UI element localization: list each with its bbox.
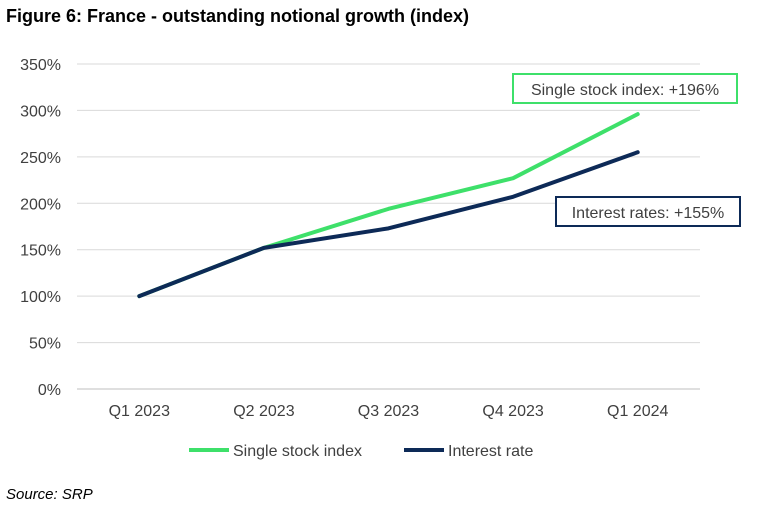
legend-label: Interest rate [448,443,533,460]
source-note: Source: SRP [6,486,93,503]
y-tick-label: 50% [29,336,61,353]
y-tick-label: 350% [20,57,61,74]
y-tick-label: 200% [20,196,61,213]
annotation-box [555,196,741,227]
y-tick-label: 100% [20,289,61,306]
y-axis-ticks: 0% 50% 100% 150% 200% 250% 300% 350% [20,57,61,399]
annotation-label: Single stock index: +196% [531,82,719,99]
legend-label: Single stock index [233,443,362,460]
x-tick-label: Q4 2023 [482,403,543,420]
x-tick-label: Q3 2023 [358,403,419,420]
y-tick-label: 300% [20,103,61,120]
annotations: Single stock index: +196% Interest rates:… [512,73,741,227]
y-tick-label: 150% [20,243,61,260]
figure-title: Figure 6: France - outstanding notional … [6,6,469,26]
y-tick-label: 250% [20,150,61,167]
legend: Single stock index Interest rate [189,443,533,460]
series-line-interest-rate [137,150,640,299]
x-tick-label: Q1 2023 [109,403,170,420]
x-tick-label: Q2 2023 [233,403,294,420]
series-lines [137,112,640,299]
gridlines [77,63,700,390]
annotation-box [512,73,738,104]
annotation-label: Interest rates: +155% [572,205,725,222]
x-tick-label: Q1 2024 [607,403,668,420]
x-axis-ticks: Q1 2023 Q2 2023 Q3 2023 Q4 2023 Q1 2024 [109,403,669,420]
y-tick-label: 0% [38,382,61,399]
